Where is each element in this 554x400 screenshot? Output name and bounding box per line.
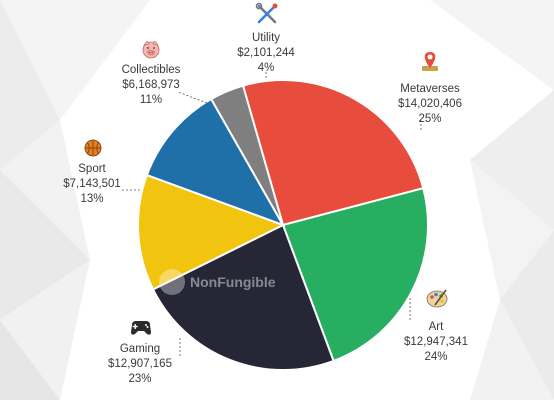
watermark-logo-icon (159, 269, 185, 295)
slice-value-label: $12,947,341 (404, 336, 468, 348)
slice-name-label: Collectibles (122, 64, 181, 76)
pie-slice-collectibles (145, 97, 286, 227)
map-pin-icon (422, 52, 438, 71)
slice-name-label: Art (429, 321, 445, 333)
pie-slice-metaverses (241, 79, 425, 227)
slice-value-label: $7,143,501 (63, 178, 121, 190)
pie-slice-gaming (151, 223, 335, 371)
basketball-icon (84, 139, 102, 157)
slice-value-label: $2,101,244 (237, 47, 295, 59)
slice-percent-label: 25% (418, 113, 441, 125)
slice-name-label: Metaverses (400, 83, 460, 95)
pie-slice-utility (209, 84, 284, 226)
pie-slice-sport (137, 173, 286, 291)
slice-value-label: $6,168,973 (122, 79, 180, 91)
slice-percent-label: 11% (140, 94, 162, 106)
slice-value-label: $12,907,165 (108, 358, 172, 370)
slice-percent-label: 24% (424, 351, 447, 363)
watermark-text: NonFungible (190, 274, 276, 290)
slice-percent-label: 13% (80, 193, 103, 205)
slice-percent-label: 4% (258, 62, 275, 74)
watermark: NonFungible (159, 269, 276, 295)
slice-percent-label: 23% (128, 373, 151, 385)
pie-slice-art (281, 186, 429, 363)
gamepad-icon (131, 321, 151, 335)
tools-icon (255, 2, 278, 24)
slice-value-label: $14,020,406 (398, 98, 462, 110)
slice-name-label: Gaming (120, 343, 160, 355)
pig-icon (142, 40, 160, 59)
leader-line-collectibles (177, 91, 208, 104)
slice-name-label: Utility (252, 32, 280, 44)
palette-icon (426, 289, 448, 308)
slice-name-label: Sport (78, 163, 106, 175)
